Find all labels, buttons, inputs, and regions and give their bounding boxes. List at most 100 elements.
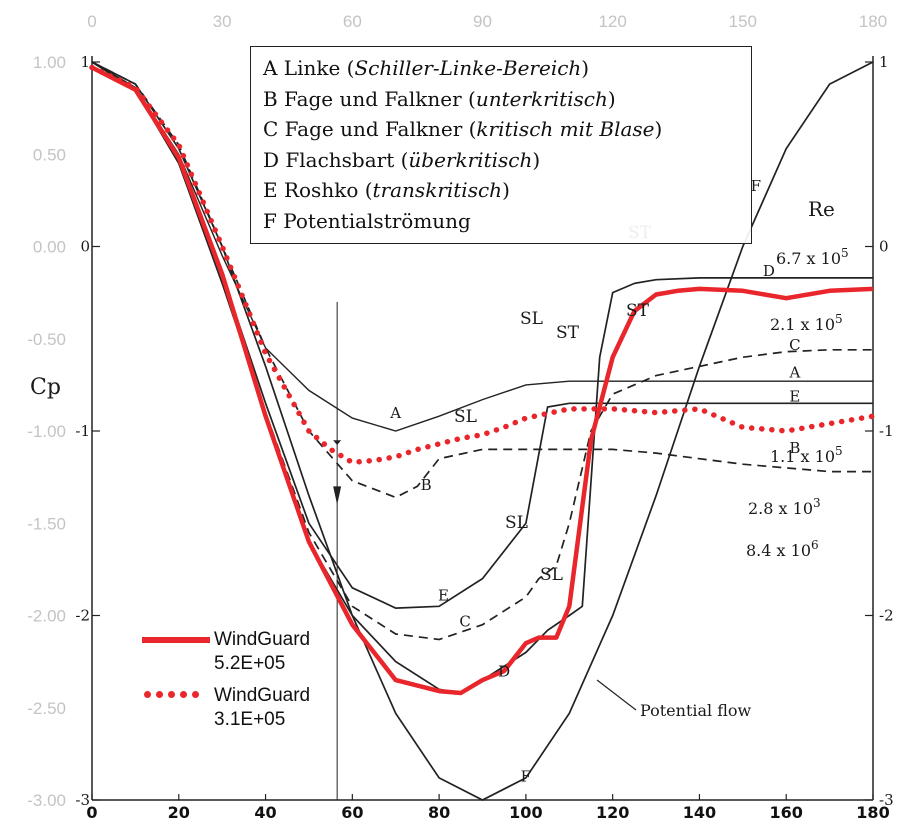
legend-main-text: B Fage und Falkner (: [263, 86, 476, 111]
legend-value: 5.2E+05: [214, 653, 286, 674]
separation-label: SL: [454, 407, 477, 427]
curve-letter-label: F: [751, 177, 761, 195]
left-tick-label: 0.00: [33, 238, 66, 257]
bottom-tick-label: 180: [856, 803, 889, 820]
separation-label: SL: [505, 513, 528, 533]
curve-letter-label: E: [438, 587, 449, 605]
inner-left-tick-label: -3: [75, 791, 90, 809]
top-tick-label: 90: [473, 12, 492, 31]
legend-value: 3.1E+05: [214, 709, 286, 730]
bottom-tick-label: 140: [683, 803, 716, 820]
inner-left-tick-label: -1: [75, 422, 90, 440]
curve-letter-label: D: [763, 262, 775, 280]
bottom-tick-label: 60: [341, 803, 363, 820]
left-tick-label: -2.50: [27, 699, 66, 718]
top-tick-label: 60: [343, 12, 362, 31]
series-windguard-3-1e-05: [89, 64, 876, 466]
left-tick-label: 0.50: [33, 145, 66, 164]
legend-label: WindGuard: [214, 629, 311, 650]
legend-item-windguard-dotted: WindGuard 3.1E+05: [142, 684, 310, 732]
legend-regime-text: kritisch mit Blase: [476, 117, 655, 141]
legend-item-d: D Flachsbart (überkritisch): [263, 147, 541, 172]
bottom-tick-label: 160: [770, 803, 803, 820]
legend-regime-text: Schiller-Linke-Bereich: [354, 56, 582, 80]
curve-letter-label: C: [789, 336, 800, 354]
top-tick-label: 120: [598, 12, 626, 31]
curve-letter-label: D: [498, 662, 510, 680]
legend-main-text: E Roshko (: [263, 178, 373, 202]
separation-label: SL: [520, 309, 543, 329]
curve-letter-label: B: [789, 439, 800, 457]
curve-letter-label: A: [788, 363, 800, 381]
right-tick-label: -1: [879, 422, 894, 440]
legend-main-text: C Fage und Falkner (: [263, 117, 477, 141]
curve-letter-label: A: [389, 404, 401, 422]
legend-regime-text: transkritisch: [372, 178, 503, 202]
reynolds-label: 6.7 x 105: [776, 246, 849, 268]
windguard-curves: [89, 64, 876, 696]
reynolds-label: 8.4 x 106: [746, 538, 819, 560]
right-tick-label: -2: [879, 607, 894, 625]
separation-label: ST: [626, 301, 650, 321]
left-tick-label: 1.00: [33, 53, 66, 72]
bottom-tick-label: 80: [428, 803, 450, 820]
legend-main-text: F Potentialströmung: [263, 208, 471, 233]
right-tick-label: -3: [879, 791, 894, 809]
left-tick-label: -2.00: [27, 607, 66, 626]
marker-arrow-down: [333, 486, 342, 505]
bottom-tick-label: 0: [86, 803, 97, 820]
series-a: [91, 61, 873, 432]
legend-main-text: D Flachsbart (: [263, 147, 409, 172]
legend-item-a: A Linke (Schiller-Linke-Bereich): [263, 56, 590, 80]
bottom-tick-label: 120: [596, 803, 629, 820]
bottom-tick-label: 100: [509, 803, 542, 820]
top-tick-label: 30: [213, 12, 232, 31]
separation-label: SL: [540, 565, 563, 585]
legend-item-windguard-solid: WindGuard 5.2E+05: [142, 628, 310, 676]
legend-item-f: F Potentialströmung: [263, 206, 739, 237]
left-tick-label: -0.50: [27, 330, 66, 349]
red-dotted-swatch: [142, 684, 210, 708]
top-tick-label: 180: [859, 12, 887, 31]
reynolds-label: 2.8 x 103: [748, 496, 821, 518]
legend-item-e: E Roshko (transkritisch): [263, 178, 510, 202]
potential-flow-leader: [596, 679, 637, 711]
left-tick-label: -3.00: [27, 791, 66, 810]
bottom-tick-label: 40: [254, 803, 276, 820]
re-header: Re: [808, 197, 835, 221]
left-tick-label: -1.00: [27, 422, 66, 441]
windguard-legend: WindGuard 5.2E+05 WindGuard 3.1E+05: [138, 626, 315, 742]
inner-left-tick-label: 1: [80, 53, 90, 71]
reynolds-label: 1.1 x 105: [770, 444, 843, 466]
inner-left-tick-label: -2: [75, 607, 90, 625]
right-tick-label: 0: [879, 238, 889, 256]
top-tick-label: 150: [729, 12, 757, 31]
curve-letter-label: C: [459, 613, 470, 631]
y-axis-label: Cp: [30, 375, 61, 400]
right-tick-label: 1: [879, 53, 889, 71]
top-tick-label: 0: [87, 12, 96, 31]
legend-main-text: A Linke (: [263, 56, 355, 80]
series-windguard-5-2e-05: [90, 65, 874, 696]
legend-regime-text: überkritisch: [408, 147, 533, 172]
left-tick-label: -1.50: [27, 514, 66, 533]
legend-item-b: B Fage und Falkner (unterkritisch): [263, 86, 616, 111]
marker-arrow-up: [333, 440, 342, 445]
bottom-tick-label: 20: [168, 803, 190, 820]
legend-item-c: C Fage und Falkner (kritisch mit Blase): [263, 117, 663, 141]
separation-label: ST: [556, 323, 580, 343]
red-solid-swatch: [142, 628, 210, 652]
legend-label: WindGuard: [214, 685, 311, 706]
annotations: A B C D E F A B C D E F Re 6.7 x 105 2.1 x 105 1.1 x 10…: [389, 177, 848, 785]
series-b: [91, 61, 873, 499]
reference-legend: A Linke (Schiller-Linke-Bereich) B Fage u…: [250, 46, 752, 244]
legend-regime-text: unterkritisch: [475, 86, 608, 111]
curve-letter-label: F: [521, 768, 531, 786]
inner-left-tick-label: 0: [80, 238, 90, 256]
potential-flow-label: Potential flow: [640, 701, 752, 720]
reynolds-label: 2.1 x 105: [770, 312, 843, 334]
curve-letter-label: E: [789, 387, 800, 405]
curve-letter-label: B: [421, 476, 432, 494]
